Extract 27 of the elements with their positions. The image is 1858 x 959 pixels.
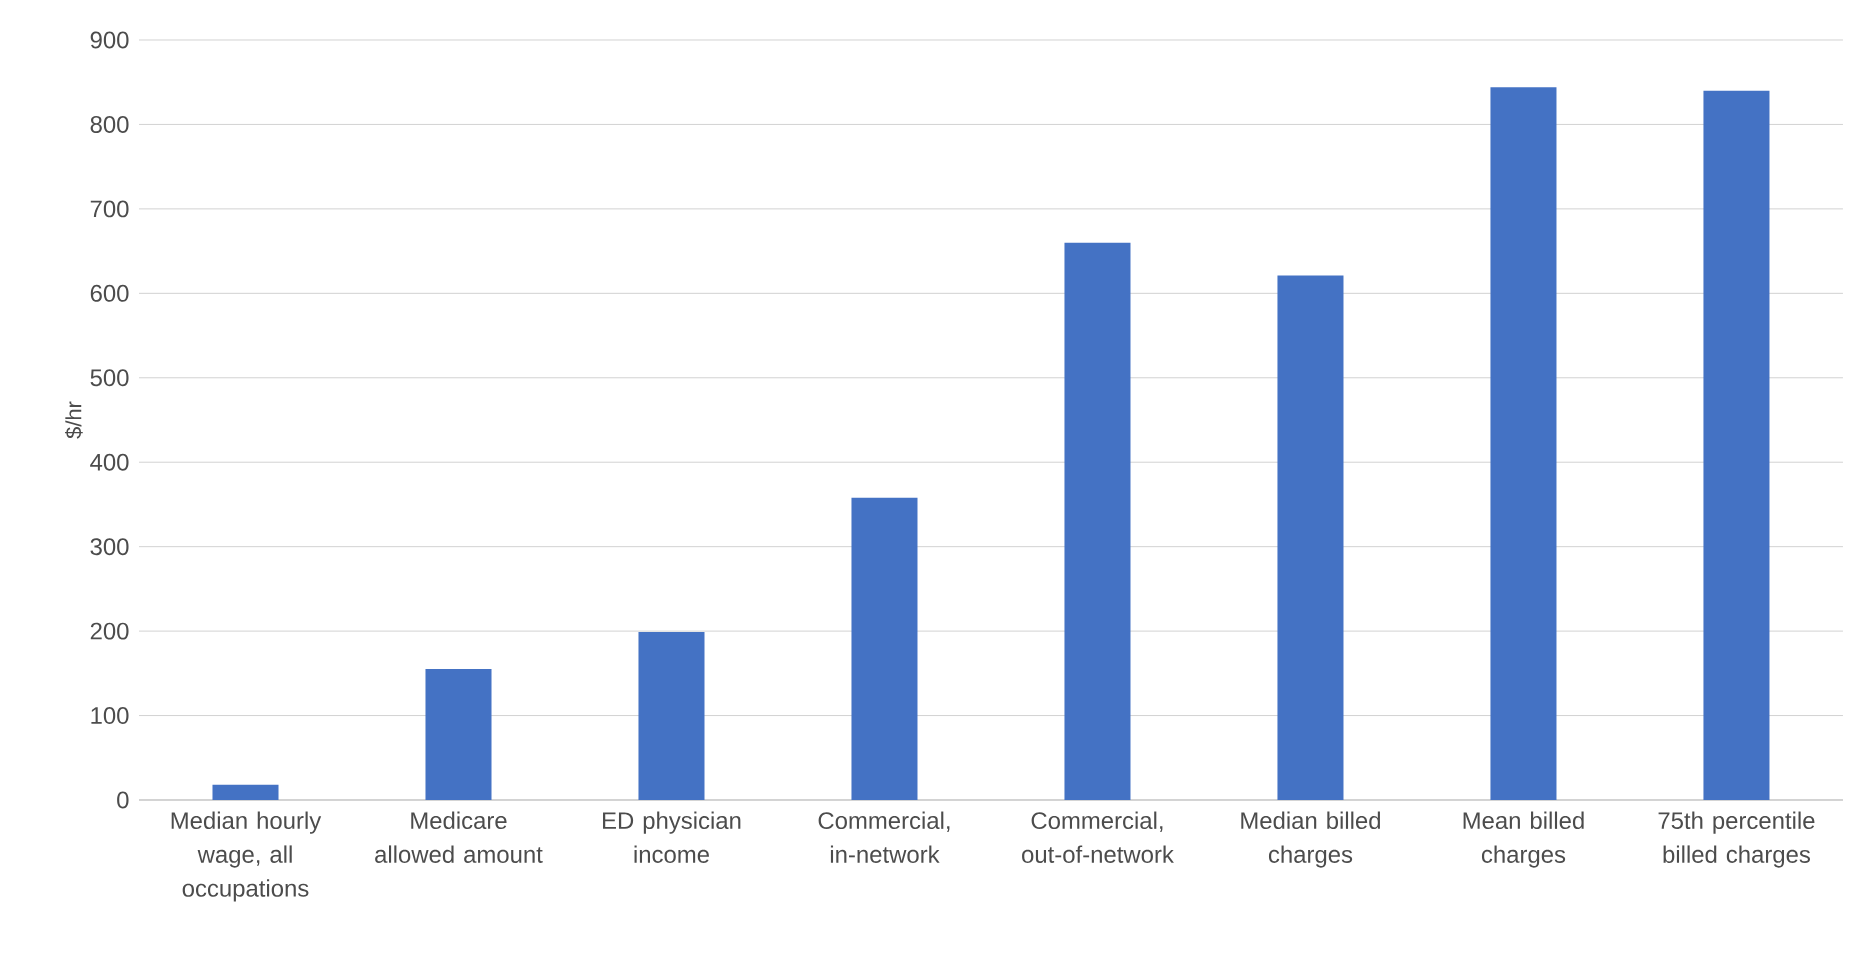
x-tick-label: Mean billed charges [1463, 811, 1584, 868]
y-tick-label: 200 [90, 622, 129, 640]
bar [1703, 90, 1770, 800]
y-tick-label: 300 [90, 538, 129, 556]
bar [425, 669, 492, 800]
x-tick-label: Commercial, in-network [818, 811, 950, 863]
y-tick-label: 500 [90, 369, 129, 387]
y-tick-label: 100 [91, 707, 129, 725]
y-tick-label: 700 [90, 200, 129, 218]
x-tick-label: Median hourly wage, all occupations [171, 811, 322, 902]
bar [1490, 87, 1557, 800]
bar [1064, 242, 1131, 800]
x-tick-label: 75th percentile billed charges [1658, 811, 1815, 868]
x-tick-label: Medicare allowed amount [375, 811, 543, 863]
x-tick-label: ED physician income [603, 811, 741, 863]
y-tick-label: 900 [90, 31, 129, 49]
bar [1277, 275, 1344, 800]
y-tick-label: 0 [117, 791, 129, 809]
bar [851, 497, 918, 800]
y-tick-label: 400 [90, 453, 129, 471]
bar [212, 784, 279, 800]
y-axis-title: $/hr [64, 401, 83, 439]
bar [638, 631, 705, 800]
x-tick-label: Commercial, out-of-network [1022, 811, 1174, 863]
x-tick-label: Median billed charges [1241, 811, 1380, 868]
y-tick-label: 600 [90, 284, 129, 302]
y-tick-label: 800 [90, 115, 129, 133]
